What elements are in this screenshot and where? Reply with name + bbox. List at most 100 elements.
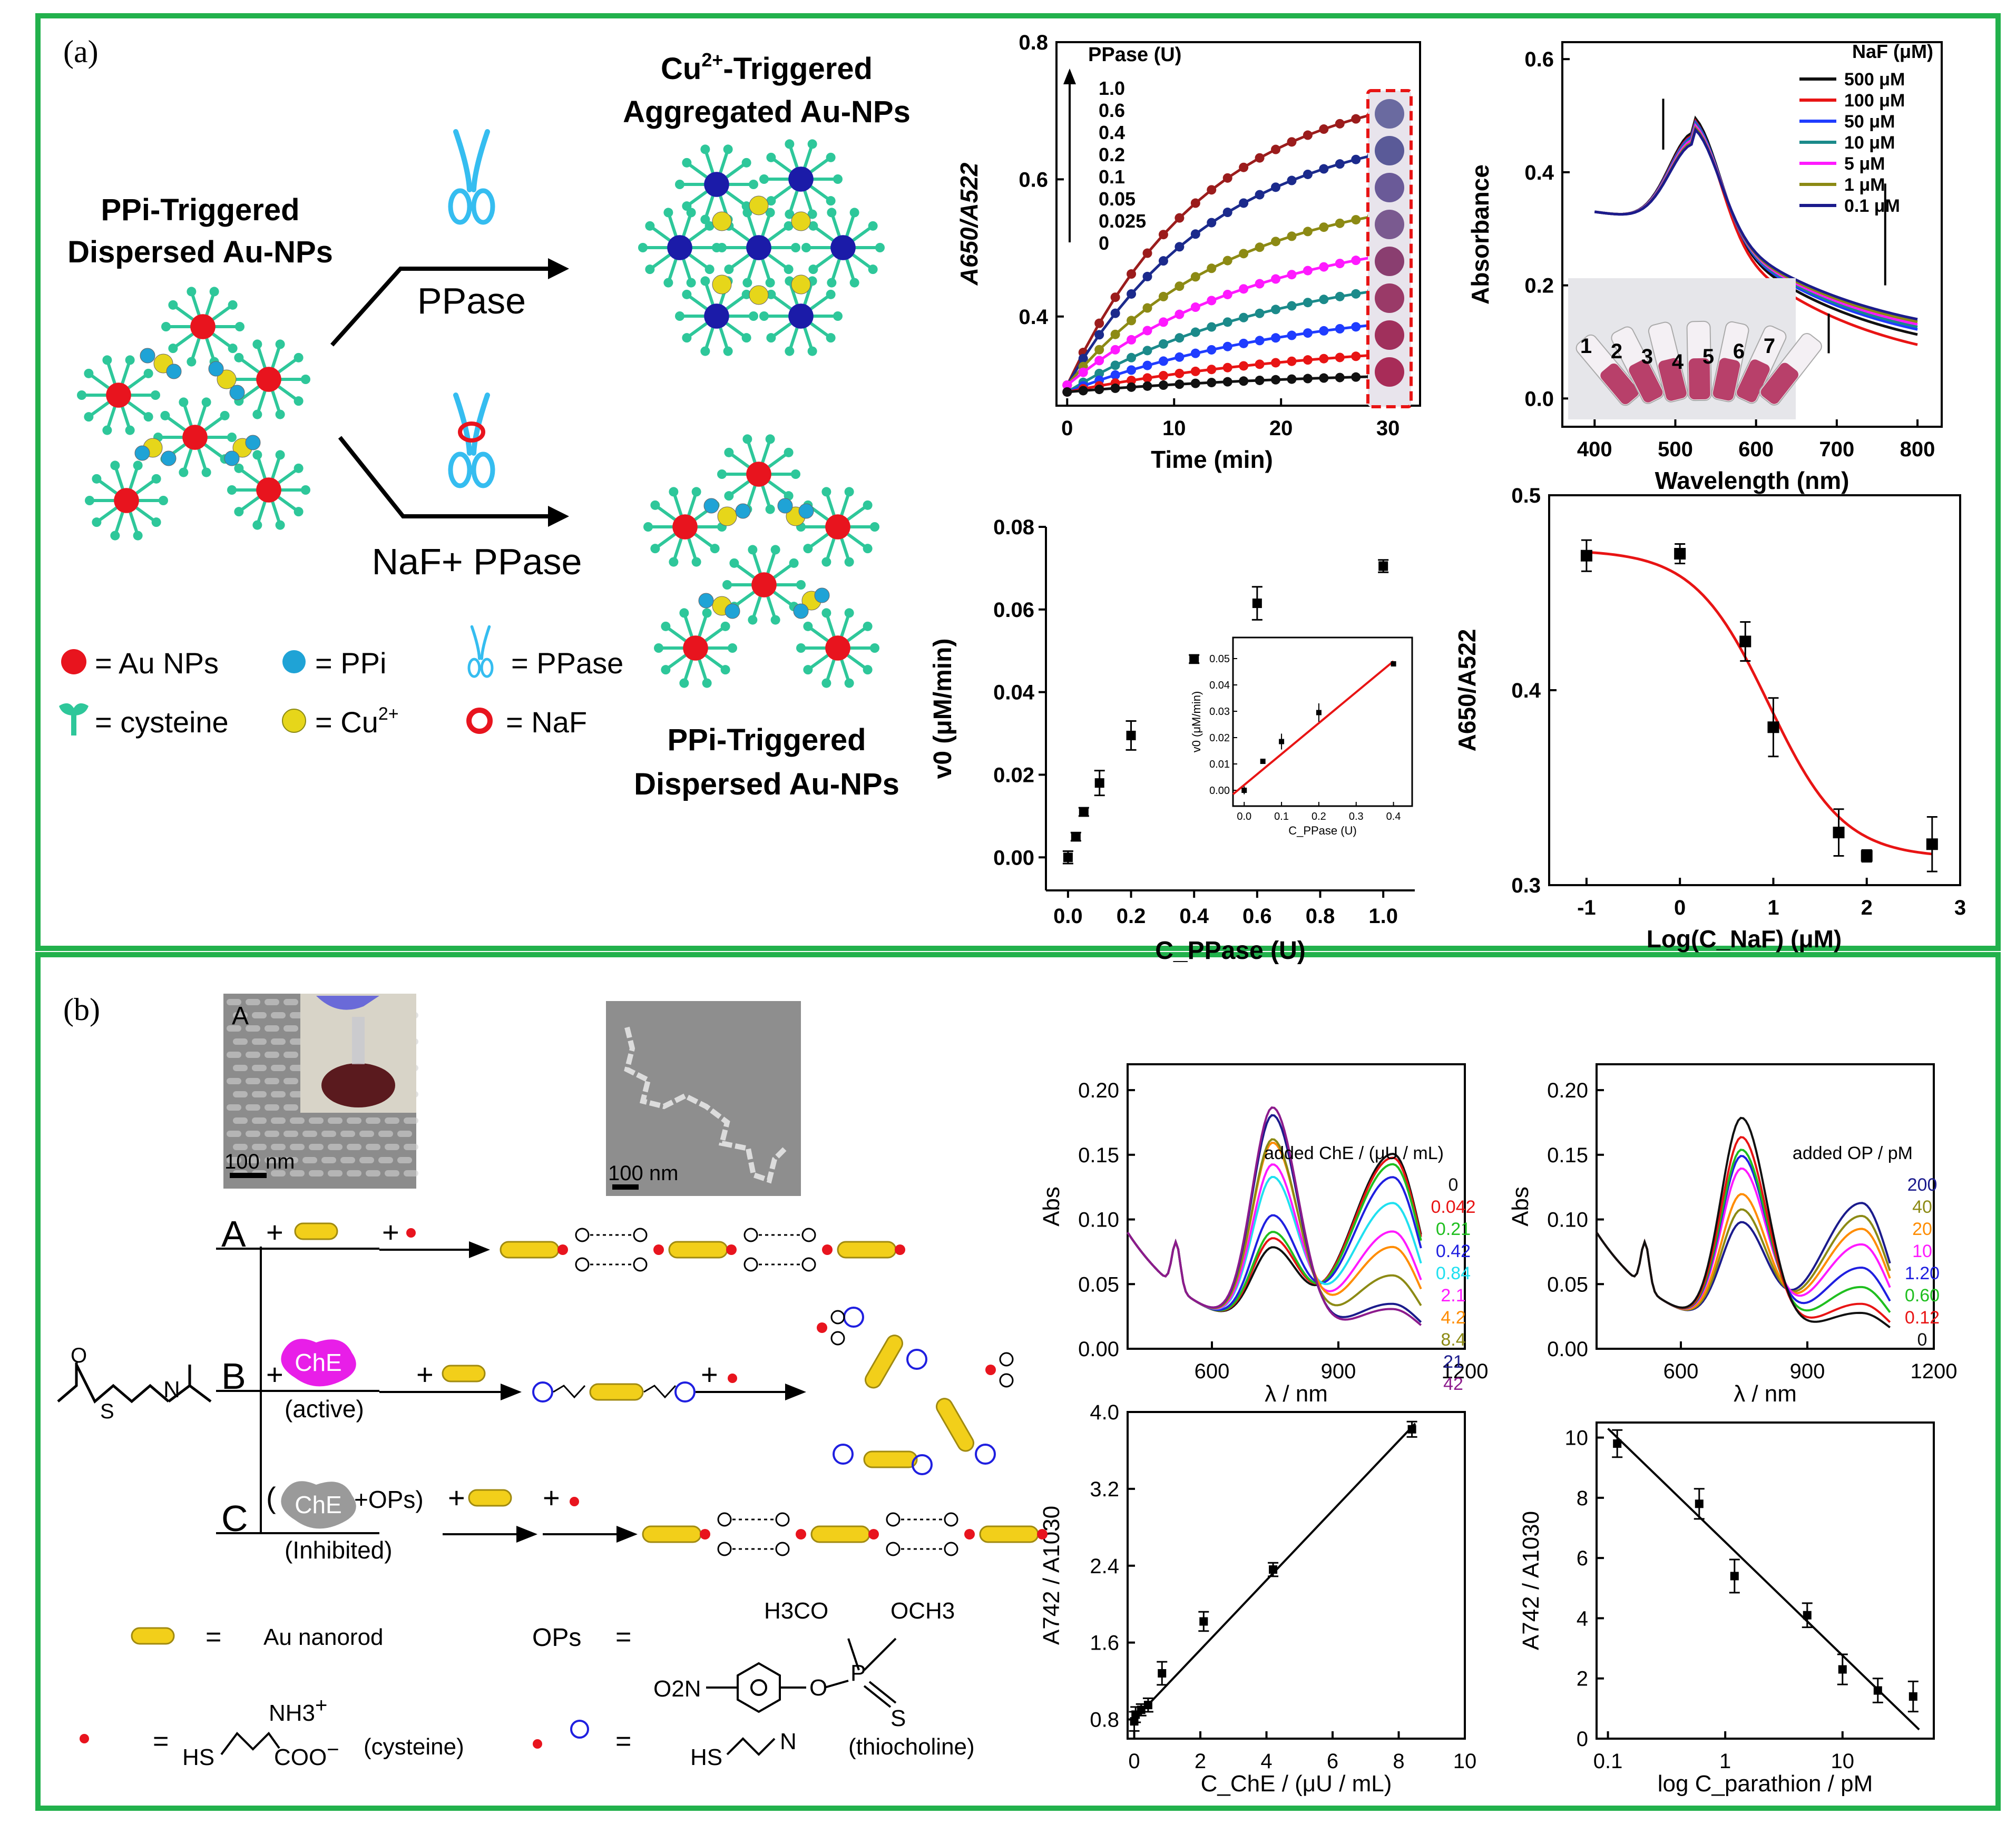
- cysteine-head: [724, 264, 734, 274]
- active-label: (active): [285, 1395, 364, 1423]
- x-tick-label: 0.4: [1179, 905, 1209, 928]
- x-tick-label: 10: [1453, 1750, 1477, 1773]
- x-tick-label: 0.6: [1242, 905, 1272, 928]
- cu-icon: [282, 709, 306, 733]
- x-tick-label: 600: [1195, 1360, 1230, 1383]
- cysteine-head: [704, 264, 715, 274]
- data-point: [1613, 1439, 1622, 1448]
- cysteine-head: [275, 520, 285, 530]
- legend-entry: 0.1: [1099, 166, 1125, 188]
- legend-entry: 10: [1912, 1241, 1932, 1261]
- cysteine-head: [729, 558, 739, 568]
- tem-rod: [302, 1131, 317, 1137]
- data-point: [1079, 807, 1089, 817]
- cysteine-head: [228, 300, 238, 310]
- charge: [830, 1331, 845, 1346]
- tem-rod: [385, 1117, 399, 1124]
- tube: [1759, 333, 1822, 406]
- cysteine-head: [844, 487, 854, 497]
- scheme-a-legend: = Au NPs = PPi = PPase = cysteine = Cu2+…: [59, 625, 623, 739]
- cysteine-head: [201, 467, 211, 477]
- tem-rod: [246, 1078, 260, 1084]
- legend-cysteine: = cysteine: [95, 705, 229, 739]
- cysteine-head: [679, 678, 689, 688]
- mol-o: O: [71, 1344, 87, 1367]
- cysteine-head: [227, 433, 237, 442]
- cysteine-head: [275, 409, 285, 419]
- scheme-b: A 100 nm 100 nm O S N A B C + +: [57, 994, 1048, 1770]
- x-tick-label: 800: [1900, 438, 1935, 461]
- data-point: [1303, 130, 1313, 140]
- ion: [791, 274, 811, 295]
- data-point: [1833, 827, 1845, 839]
- data-point: [1062, 380, 1072, 390]
- y-axis-label: Absorbance: [1466, 164, 1494, 305]
- cysteine-head: [844, 608, 854, 618]
- nanorod: [979, 1525, 1039, 1543]
- data-point: [1175, 379, 1185, 389]
- tube: [1648, 321, 1688, 403]
- cysteine-dot: [868, 1529, 879, 1539]
- cysteine-head: [807, 346, 817, 356]
- y-tick-label: 0.10: [1547, 1209, 1588, 1232]
- nanorod: [863, 1450, 918, 1468]
- legend-entry: 50 μM: [1844, 112, 1895, 132]
- data-point: [1271, 333, 1281, 343]
- data-point: [1335, 352, 1345, 362]
- x-tick-label: 3: [1954, 896, 1966, 919]
- legend-och3: OCH3: [890, 1598, 955, 1624]
- data-point: [1319, 262, 1329, 272]
- panel-b-frame: [35, 952, 2001, 1811]
- x-tick-label: 0.8: [1306, 905, 1335, 928]
- data-point: [1319, 164, 1329, 174]
- data-point: [1239, 312, 1249, 322]
- inset-x-tick-label: 0.2: [1312, 811, 1326, 822]
- y-tick-label: 0.04: [993, 681, 1035, 704]
- data-point: [1207, 185, 1217, 195]
- cysteine-head: [133, 531, 143, 541]
- data-point: [1142, 373, 1152, 383]
- data-point: [1255, 308, 1265, 318]
- charge: [999, 1352, 1014, 1367]
- data-point: [1110, 308, 1120, 318]
- tem-rod: [283, 1078, 298, 1084]
- tem-rod: [233, 1144, 248, 1150]
- tube-liquid: [1658, 358, 1687, 401]
- tem-rod: [328, 1144, 342, 1150]
- y-axis-label: A742 / A1030: [1518, 1511, 1544, 1650]
- tube: [1686, 320, 1712, 401]
- legend-s: S: [890, 1705, 906, 1731]
- x-tick-label: 6: [1327, 1750, 1338, 1773]
- x-tick-label: 0.1: [1593, 1750, 1623, 1773]
- y-tick-label: 3.2: [1090, 1478, 1119, 1501]
- x-tick-label: 2: [1195, 1750, 1206, 1773]
- data-point: [1271, 182, 1281, 192]
- chart-ratio-vs-che: 0 2 4 6 8 10 0.8 1.6 2.4 3.2 4.0 C_ChE / (μU / mL) A…: [1039, 1401, 1476, 1797]
- data-point: [1222, 377, 1232, 387]
- data-point: [1255, 359, 1265, 369]
- tem-rod: [252, 1012, 267, 1018]
- cysteine-head: [702, 678, 712, 688]
- cysteine-head: [686, 278, 696, 288]
- row-b-arrow-1-head: [501, 1384, 522, 1400]
- scissors-blade: [470, 625, 491, 660]
- legend-entry: 0.84: [1436, 1263, 1471, 1283]
- legend-entry: 0.042: [1431, 1197, 1475, 1217]
- tem-rod: [366, 1117, 380, 1124]
- data-point: [1239, 361, 1249, 371]
- data-point: [1127, 289, 1137, 299]
- row-c-nanorod: [468, 1489, 512, 1507]
- y-tick-label: 1.6: [1090, 1632, 1119, 1655]
- scissors-blade: [453, 129, 490, 192]
- flask-liquid: [321, 1063, 395, 1107]
- arrow-top: [330, 267, 564, 347]
- tem-rod: [283, 1025, 298, 1032]
- cysteine-head: [748, 545, 758, 555]
- cysteine-head: [645, 264, 655, 274]
- charge: [575, 1228, 590, 1242]
- cysteine-head: [765, 208, 775, 218]
- panel-b-label: (b): [63, 992, 100, 1027]
- cysteine-head: [645, 221, 655, 231]
- charge: [944, 1512, 958, 1527]
- row-c-plus-2: +: [543, 1481, 560, 1514]
